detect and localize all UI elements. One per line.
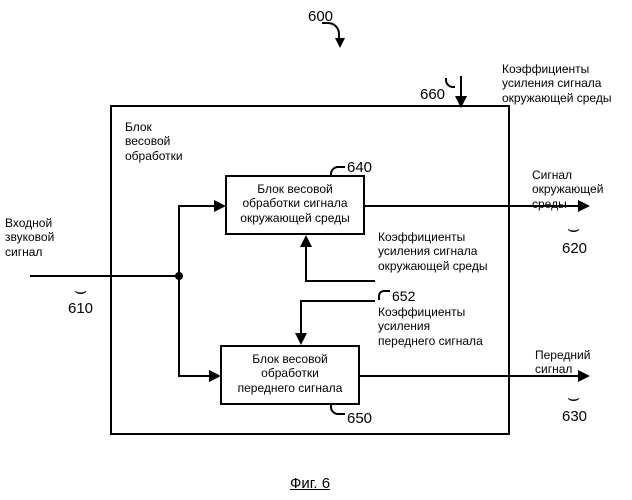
int-gain-640-arrow [300,235,312,247]
outer-block-label: Блок весовой обработки [125,120,183,163]
620-curly: ⌣ [567,218,580,241]
630-curly: ⌣ [567,387,580,410]
junction-to-640-h [178,205,216,207]
ref-660: 660 [420,86,445,103]
ext-gain-label: Коэффициенты усиления сигнала окружающей… [502,62,611,105]
652-leader [378,290,390,300]
int-gain-650-v [300,300,302,335]
figure-caption: Фиг. 6 [290,475,330,492]
output-top-label: Сигнал окружающей среды [532,168,603,211]
610-curly: ⌣ [74,280,87,303]
junction-to-640-v [178,205,180,277]
int-gain-640-h [305,280,375,282]
int-gain-650-label: Коэффициенты усиления переднего сигнала [378,305,483,348]
int-gain-650-arrow [295,333,307,345]
block-650-label: Блок весовой обработки переднего сигнала [225,352,355,395]
arrow-640 [214,200,226,212]
640-leader [330,166,345,176]
arrow-650 [209,370,221,382]
block-640-label: Блок весовой обработки сигнала окружающе… [230,182,360,225]
660-leader [445,78,455,88]
ext-gain-arrow [455,96,467,108]
diagram-canvas: 600 Блок весовой обработки Коэффициенты … [0,0,632,500]
ref-640: 640 [347,159,372,176]
output-bottom-label: Передний сигнал [535,348,590,377]
input-label: Входной звуковой сигнал [5,216,54,259]
int-gain-650-h [300,300,375,302]
junction-to-650-v [178,275,180,377]
input-line [30,275,180,277]
ref-652: 652 [392,288,415,304]
junction-to-650-h [178,375,211,377]
ref-630: 630 [562,408,587,425]
int-gain-640-label: Коэффициенты усиления сигнала окружающей… [378,230,487,273]
ref-650: 650 [347,410,372,427]
int-gain-640-v [305,245,307,282]
ref-620: 620 [562,240,587,257]
leader-curve [322,22,340,40]
